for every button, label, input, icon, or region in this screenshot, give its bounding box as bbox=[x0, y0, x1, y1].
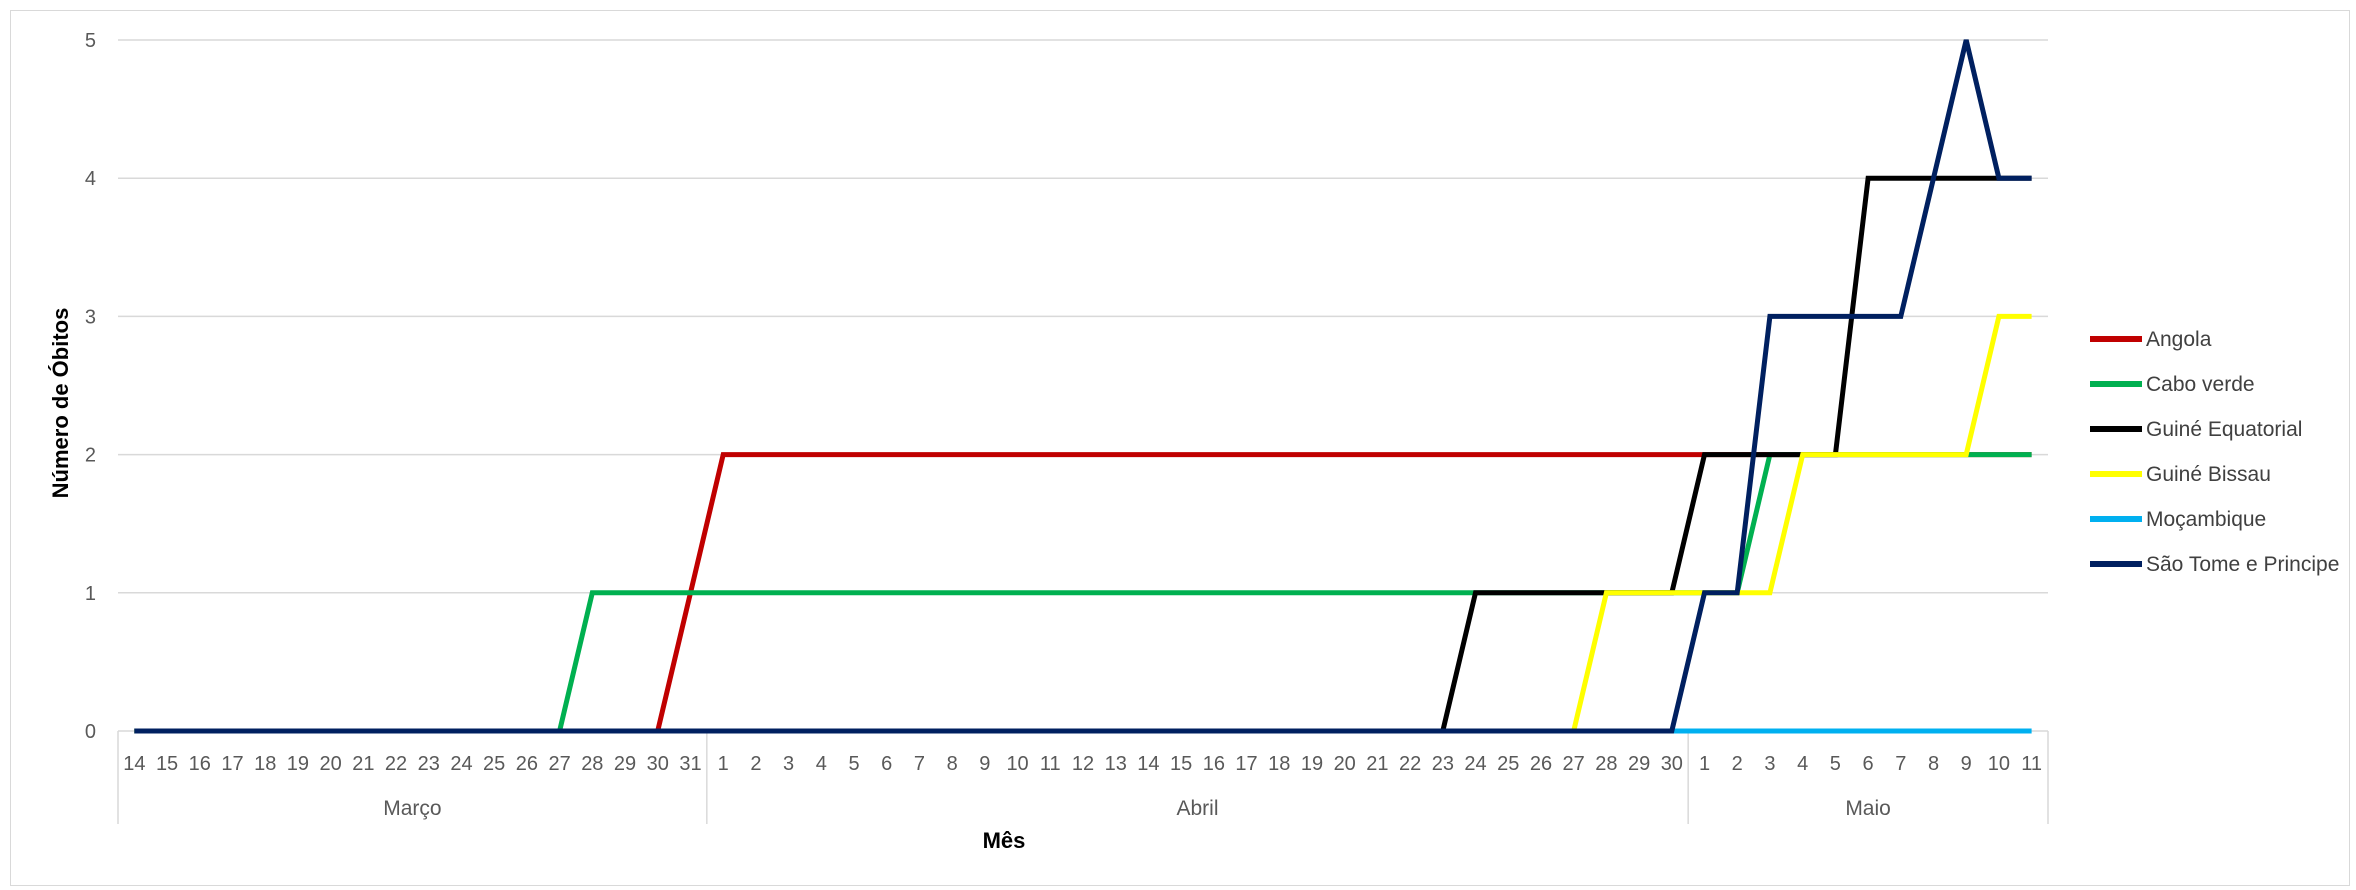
y-axis-tick-labels: 0 1 2 3 4 5 bbox=[85, 30, 96, 743]
x-tick-label: 7 bbox=[914, 753, 925, 775]
x-tick-label: 18 bbox=[1268, 753, 1290, 775]
legend-label: São Tome e Principe bbox=[2146, 553, 2339, 576]
x-tick-label: 10 bbox=[1006, 753, 1028, 775]
legend-item: Guiné Bissau bbox=[2090, 463, 2271, 486]
x-tick-label: 26 bbox=[516, 753, 538, 775]
x-tick-label: 20 bbox=[320, 753, 342, 775]
x-tick-label: 31 bbox=[679, 753, 701, 775]
legend-item: Guiné Equatorial bbox=[2090, 418, 2302, 441]
x-tick-label: 15 bbox=[156, 753, 178, 775]
x-tick-label: 5 bbox=[848, 753, 859, 775]
x-tick-label: 6 bbox=[881, 753, 892, 775]
x-tick-label: 26 bbox=[1530, 753, 1552, 775]
x-tick-label: 11 bbox=[2021, 753, 2042, 775]
x-tick-label: 3 bbox=[1764, 753, 1775, 775]
x-tick-label: 4 bbox=[1797, 753, 1808, 775]
y-tick-label: 5 bbox=[85, 30, 96, 52]
x-tick-label: 25 bbox=[483, 753, 505, 775]
series-lines bbox=[134, 39, 2032, 734]
gridlines bbox=[118, 39, 2048, 732]
x-tick-label: 2 bbox=[750, 753, 761, 775]
legend-label: Guiné Bissau bbox=[2146, 463, 2271, 486]
legend-label: Moçambique bbox=[2146, 508, 2266, 531]
x-tick-label: 22 bbox=[385, 753, 407, 775]
x-tick-label: 7 bbox=[1895, 753, 1906, 775]
x-tick-label: 8 bbox=[1928, 753, 1939, 775]
x-tick-label: 29 bbox=[1628, 753, 1650, 775]
legend-item: Angola bbox=[2090, 328, 2212, 351]
x-tick-label: 14 bbox=[123, 753, 145, 775]
x-tick-label: 8 bbox=[947, 753, 958, 775]
y-tick-label: 0 bbox=[85, 721, 96, 743]
x-tick-label: 16 bbox=[189, 753, 211, 775]
legend-item: Moçambique bbox=[2090, 508, 2266, 531]
x-tick-label: 1 bbox=[718, 753, 729, 775]
x-tick-label: 10 bbox=[1988, 753, 2010, 775]
x-tick-label: 24 bbox=[1464, 753, 1486, 775]
x-tick-label: 4 bbox=[816, 753, 827, 775]
x-axis-title: Mês bbox=[983, 828, 1026, 853]
x-tick-label: 19 bbox=[1301, 753, 1323, 775]
x-tick-label: 1 bbox=[1699, 753, 1710, 775]
y-tick-label: 1 bbox=[85, 583, 96, 605]
legend-item: São Tome e Principe bbox=[2090, 553, 2339, 576]
x-tick-label: 6 bbox=[1863, 753, 1874, 775]
series-line-s-o-tome-e-principe bbox=[134, 39, 2032, 734]
y-tick-label: 2 bbox=[85, 445, 96, 467]
x-tick-label: 3 bbox=[783, 753, 794, 775]
x-tick-label: 27 bbox=[1563, 753, 1585, 775]
x-tick-label: 27 bbox=[548, 753, 570, 775]
x-axis: 14 15 16 17 18 19 20 21 22 23 24 25 26 27 28 29 30 31 1 2 3 4… bbox=[117, 731, 2049, 824]
x-tick-label: 14 bbox=[1137, 753, 1159, 775]
x-group-label: Maio bbox=[1845, 797, 1891, 820]
legend-item: Cabo verde bbox=[2090, 373, 2255, 396]
x-tick-label: 22 bbox=[1399, 753, 1421, 775]
x-tick-label: 9 bbox=[1961, 753, 1972, 775]
x-tick-label: 20 bbox=[1334, 753, 1356, 775]
x-tick-label: 9 bbox=[979, 753, 990, 775]
x-tick-label: 30 bbox=[1661, 753, 1683, 775]
x-tick-label: 12 bbox=[1072, 753, 1094, 775]
legend-label: Cabo verde bbox=[2146, 373, 2255, 396]
x-group-label: Março bbox=[383, 797, 441, 820]
x-tick-label: 30 bbox=[647, 753, 669, 775]
x-tick-label: 18 bbox=[254, 753, 276, 775]
x-tick-label: 23 bbox=[1432, 753, 1454, 775]
x-tick-label: 17 bbox=[1235, 753, 1257, 775]
x-tick-label: 2 bbox=[1732, 753, 1743, 775]
x-tick-label: 15 bbox=[1170, 753, 1192, 775]
x-tick-label: 21 bbox=[352, 753, 374, 775]
legend-label: Guiné Equatorial bbox=[2146, 418, 2302, 441]
x-tick-label: 21 bbox=[1366, 753, 1388, 775]
x-tick-label: 19 bbox=[287, 753, 309, 775]
x-tick-label: 28 bbox=[1595, 753, 1617, 775]
x-tick-label: 13 bbox=[1105, 753, 1127, 775]
x-tick-label: 5 bbox=[1830, 753, 1841, 775]
x-group-label: Abril bbox=[1176, 797, 1218, 820]
x-tick-label: 23 bbox=[418, 753, 440, 775]
x-tick-label: 25 bbox=[1497, 753, 1519, 775]
y-tick-label: 4 bbox=[85, 168, 96, 190]
y-axis-title: Número de Óbitos bbox=[48, 308, 73, 499]
x-tick-label: 24 bbox=[450, 753, 472, 775]
legend-label: Angola bbox=[2146, 328, 2212, 351]
x-tick-label: 16 bbox=[1203, 753, 1225, 775]
x-tick-label: 28 bbox=[581, 753, 603, 775]
chart-frame bbox=[10, 10, 2350, 886]
legend: Angola Cabo verde Guiné Equatorial Guiné Bi… bbox=[2090, 328, 2339, 576]
y-tick-label: 3 bbox=[85, 306, 96, 328]
x-tick-label: 11 bbox=[1040, 753, 1061, 775]
x-tick-label: 17 bbox=[221, 753, 243, 775]
x-tick-label: 29 bbox=[614, 753, 636, 775]
